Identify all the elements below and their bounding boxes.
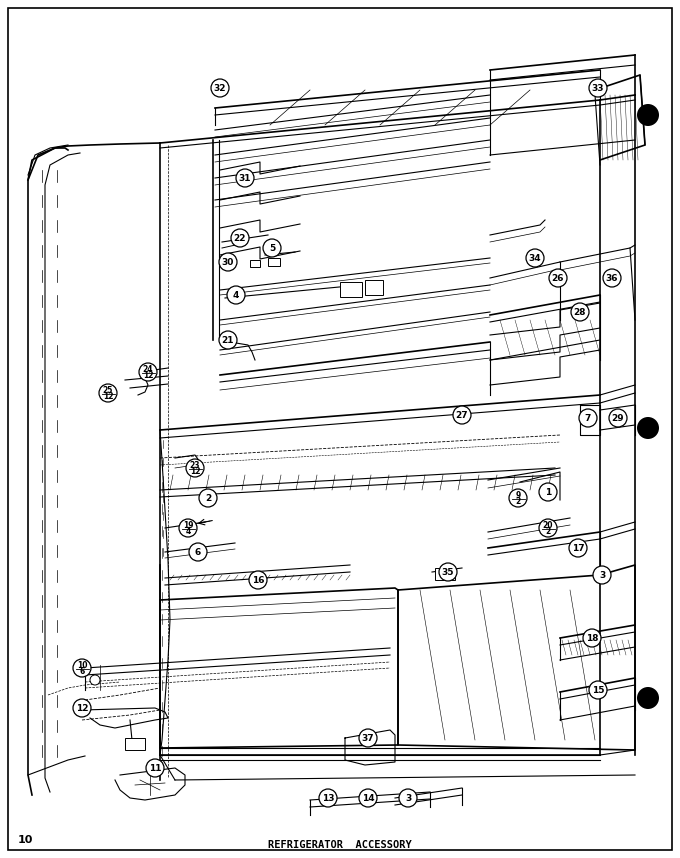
Text: 9: 9	[515, 491, 521, 500]
Text: 16: 16	[252, 576, 265, 585]
Text: 13: 13	[322, 794, 335, 803]
Circle shape	[263, 239, 281, 257]
Text: 19: 19	[183, 521, 193, 530]
Text: 12: 12	[190, 467, 200, 476]
Circle shape	[609, 409, 627, 427]
Text: 3: 3	[405, 794, 411, 803]
Text: 4: 4	[233, 291, 239, 300]
Text: 5: 5	[269, 244, 275, 253]
Circle shape	[319, 789, 337, 807]
Text: 14: 14	[362, 794, 374, 803]
Circle shape	[589, 681, 607, 699]
Circle shape	[227, 286, 245, 304]
Circle shape	[146, 759, 164, 777]
Text: REFRIGERATOR  ACCESSORY: REFRIGERATOR ACCESSORY	[268, 840, 412, 850]
Text: 17: 17	[572, 544, 584, 553]
Circle shape	[359, 729, 377, 747]
Text: 23: 23	[190, 461, 200, 470]
Text: 28: 28	[574, 308, 586, 317]
Circle shape	[73, 699, 91, 717]
Text: 25: 25	[103, 386, 113, 395]
Text: 6: 6	[80, 667, 84, 676]
Circle shape	[569, 539, 587, 557]
Circle shape	[236, 169, 254, 187]
Text: 33: 33	[592, 84, 605, 93]
Text: 11: 11	[149, 764, 161, 773]
Text: 2: 2	[205, 494, 211, 503]
Circle shape	[231, 229, 249, 247]
Text: 2: 2	[515, 497, 521, 506]
Bar	[268, 258, 280, 266]
Circle shape	[399, 789, 417, 807]
Circle shape	[186, 459, 204, 477]
Circle shape	[579, 409, 597, 427]
Text: 24: 24	[143, 365, 153, 374]
Text: 26: 26	[551, 274, 564, 283]
Bar	[250, 260, 260, 267]
Text: 12: 12	[143, 371, 153, 380]
Circle shape	[359, 789, 377, 807]
Circle shape	[549, 269, 567, 287]
Circle shape	[539, 519, 557, 537]
Text: 12: 12	[75, 704, 88, 713]
Circle shape	[539, 483, 557, 501]
Text: 2: 2	[545, 527, 551, 536]
Text: 18: 18	[585, 634, 598, 643]
Circle shape	[637, 687, 659, 709]
Text: 12: 12	[103, 392, 114, 401]
Text: 4: 4	[186, 527, 190, 536]
Circle shape	[509, 489, 527, 507]
Text: 7: 7	[585, 414, 591, 423]
Circle shape	[189, 543, 207, 561]
Circle shape	[571, 303, 589, 321]
Text: 10: 10	[77, 661, 87, 670]
Circle shape	[199, 489, 217, 507]
Bar	[365, 280, 383, 295]
Circle shape	[637, 104, 659, 126]
Bar	[125, 738, 145, 750]
Text: 30: 30	[222, 258, 234, 267]
Text: 20: 20	[543, 521, 554, 530]
Text: 22: 22	[234, 234, 246, 243]
Text: 6: 6	[195, 548, 201, 557]
Text: 37: 37	[362, 734, 374, 743]
Text: 15: 15	[592, 686, 605, 695]
Circle shape	[589, 79, 607, 97]
Circle shape	[139, 363, 157, 381]
Circle shape	[249, 571, 267, 589]
Circle shape	[90, 675, 100, 685]
Circle shape	[219, 253, 237, 271]
Bar	[340, 282, 362, 297]
Text: 29: 29	[612, 414, 624, 423]
Circle shape	[603, 269, 621, 287]
Text: 36: 36	[606, 274, 618, 283]
Circle shape	[439, 563, 457, 581]
Circle shape	[211, 79, 229, 97]
Circle shape	[583, 629, 601, 647]
Circle shape	[73, 659, 91, 677]
Text: 27: 27	[456, 411, 469, 420]
Text: 35: 35	[442, 568, 454, 577]
Text: 21: 21	[222, 336, 234, 345]
Text: 32: 32	[214, 84, 226, 93]
Circle shape	[526, 249, 544, 267]
Circle shape	[219, 331, 237, 349]
Text: 1: 1	[545, 488, 551, 497]
Text: 31: 31	[239, 174, 251, 183]
Bar	[435, 568, 455, 580]
Circle shape	[637, 417, 659, 439]
Text: 34: 34	[528, 254, 541, 263]
Circle shape	[593, 566, 611, 584]
Circle shape	[453, 406, 471, 424]
Circle shape	[179, 519, 197, 537]
Text: 10: 10	[18, 835, 33, 845]
Circle shape	[99, 384, 117, 402]
Text: 3: 3	[599, 571, 605, 580]
